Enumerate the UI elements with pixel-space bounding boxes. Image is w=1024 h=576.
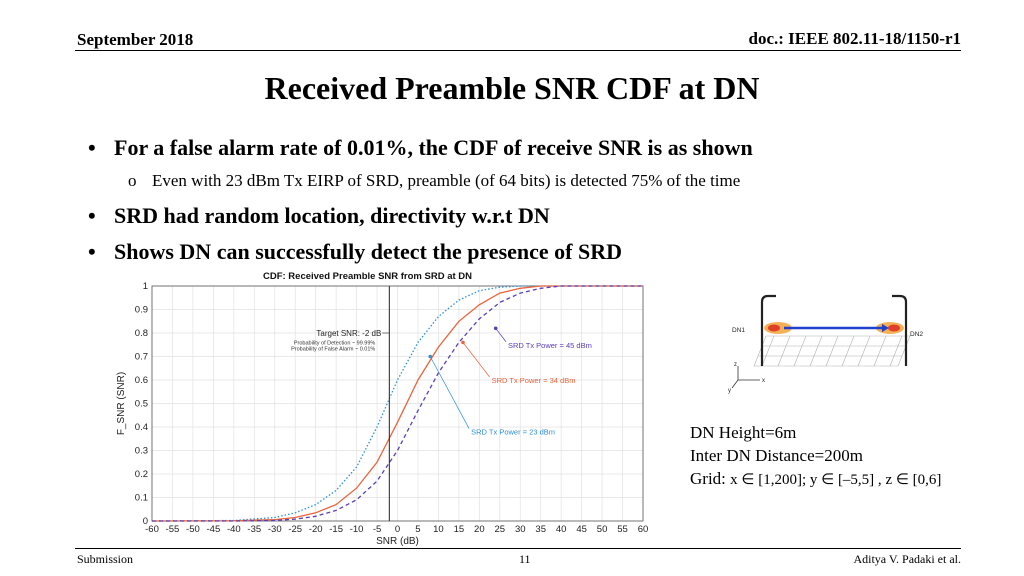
y-tick-label: 0.3 <box>135 446 148 457</box>
y-tick-label: 1 <box>143 281 148 292</box>
axis-label-y: y <box>728 388 731 394</box>
series-line-1 <box>151 285 643 522</box>
bullet-marker: • <box>88 239 96 264</box>
header-doc-id: doc.: IEEE 802.11-18/1150-r1 <box>748 29 961 48</box>
y-tick-label: 0 <box>143 516 148 527</box>
info-grid: Grid: x ∈ [1,200]; y ∈ [–5,5] , z ∈ [0,6… <box>690 469 941 489</box>
y-tick-label: 0.6 <box>135 375 148 386</box>
x-tick-label: 50 <box>597 524 608 535</box>
dn-geometry-diagram: DN1 DN2 z x y <box>728 294 923 394</box>
diagram-label-dn1: DN1 <box>732 327 745 334</box>
sub-bullet-1-text: Even with 23 dBm Tx EIRP of SRD, preambl… <box>152 171 741 190</box>
x-tick-label: 25 <box>495 524 506 535</box>
info-grid-y: y ∈ [–5,5] , <box>809 472 886 488</box>
info-height: DN Height=6m <box>690 423 797 442</box>
bullet-3-text: Shows DN can successfully detect the pre… <box>114 239 622 264</box>
x-tick-label: 30 <box>515 524 526 535</box>
x-tick-label: -10 <box>350 524 364 535</box>
diagram-grid <box>753 335 911 367</box>
x-tick-label: 5 <box>415 524 420 535</box>
x-tick-label: -60 <box>145 524 159 535</box>
sub-bullet-marker: o <box>128 171 137 190</box>
dn1-pole-icon <box>760 294 776 366</box>
y-axis-label: F_SNR (SNR) <box>116 372 127 435</box>
info-grid-label: Grid: <box>690 469 731 488</box>
x-tick-label: -15 <box>329 524 343 535</box>
y-tick-label: 0.9 <box>135 305 148 316</box>
axes-icon <box>731 366 760 389</box>
y-tick-label: 0.1 <box>135 493 148 504</box>
target-snr-detail-2: Probability of False Alarm ~ 0.01% <box>291 346 375 352</box>
y-tick-label: 0.2 <box>135 469 148 480</box>
x-tick-label: -5 <box>373 524 381 535</box>
annotation-marker-1 <box>493 326 498 331</box>
x-tick-label: 60 <box>638 524 649 535</box>
chart-title: CDF: Received Preamble SNR from SRD at D… <box>263 271 472 282</box>
bullet-1-text: For a false alarm rate of 0.01%, the CDF… <box>114 135 753 160</box>
series-line-3 <box>152 285 643 522</box>
header-rule <box>75 50 961 51</box>
x-tick-label: 55 <box>617 524 628 535</box>
x-tick-label: 15 <box>454 524 465 535</box>
dn1-beam-core-icon <box>768 324 780 332</box>
x-tick-label: 40 <box>556 524 567 535</box>
x-tick-label: -30 <box>268 524 282 535</box>
target-snr-detail-1: Probability of Detection ~ 99.99% <box>294 340 376 346</box>
x-tick-label: -45 <box>207 524 221 535</box>
y-tick-label: 0.7 <box>135 352 148 363</box>
footer-submission: Submission <box>77 552 134 566</box>
annotation-marker-3 <box>428 354 433 359</box>
annotation-pointer-2 <box>462 342 490 378</box>
x-tick-label: 45 <box>576 524 587 535</box>
target-snr-label: Target SNR: -2 dB <box>316 329 381 338</box>
annotation-label-2: SRD Tx Power = 34 dBm <box>492 376 576 385</box>
footer-authors: Aditya V. Padaki et al. <box>853 552 961 566</box>
y-tick-label: 0.5 <box>135 399 148 410</box>
annotation-label-3: SRD Tx Power = 23 dBm <box>471 428 555 437</box>
annotation-marker-2 <box>461 340 465 345</box>
footer-rule <box>75 548 961 549</box>
x-tick-label: -20 <box>309 524 323 535</box>
diagram-label-dn2: DN2 <box>910 331 923 338</box>
bullet-2-text: SRD had random location, directivity w.r… <box>114 203 550 228</box>
plot-frame <box>151 285 644 522</box>
y-tick-label: 0.4 <box>135 422 148 433</box>
axis-label-x: x <box>762 378 765 384</box>
annotation-pointer-1 <box>495 328 507 342</box>
x-tick-label: -40 <box>227 524 241 535</box>
dn2-pole-icon <box>892 294 908 366</box>
footer-page-number: 11 <box>519 552 531 566</box>
dn2-beam-core-icon <box>888 324 900 332</box>
x-tick-label: -35 <box>247 524 261 535</box>
annotation-pointer-3 <box>429 356 470 429</box>
axis-label-z: z <box>734 362 737 368</box>
x-tick-label: -25 <box>288 524 302 535</box>
header-date: September 2018 <box>77 30 194 49</box>
cdf-chart: -60 -55 -50 -45 -40 -35 -30 -25 -20 -15 -10 -5 0 5 10 1… <box>116 271 649 547</box>
y-tick-label: 0.8 <box>135 328 148 339</box>
x-tick-label: -50 <box>186 524 200 535</box>
x-tick-label: 20 <box>474 524 485 535</box>
info-grid-z: z ∈ [0,6] <box>885 472 942 488</box>
slide-title: Received Preamble SNR CDF at DN <box>264 70 760 106</box>
info-grid-x: x ∈ [1,200]; <box>730 472 810 488</box>
x-axis-label: SNR (dB) <box>376 536 419 547</box>
bullet-marker: • <box>88 203 96 228</box>
x-tick-label: 35 <box>535 524 546 535</box>
info-distance: Inter DN Distance=200m <box>690 446 863 465</box>
x-tick-label: -55 <box>166 524 180 535</box>
link-arrowhead-icon <box>882 324 889 332</box>
bullet-marker: • <box>88 135 96 160</box>
x-tick-label: 0 <box>395 524 400 535</box>
x-tick-label: 10 <box>433 524 444 535</box>
annotation-label-1: SRD Tx Power = 45 dBm <box>508 341 592 350</box>
